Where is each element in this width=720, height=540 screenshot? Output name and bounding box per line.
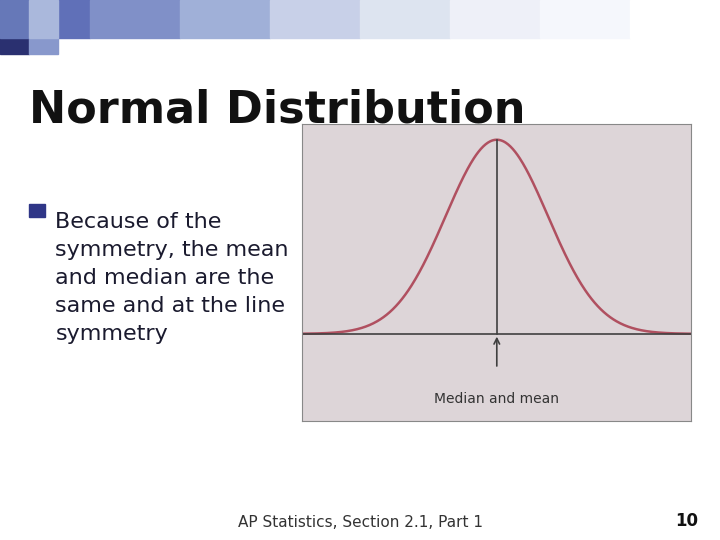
Text: Normal Distribution: Normal Distribution (29, 88, 526, 131)
Bar (540, 0, 630, 38)
Bar (180, 0, 270, 38)
Bar (0, 38, 29, 54)
Text: AP Statistics, Section 2.1, Part 1: AP Statistics, Section 2.1, Part 1 (238, 515, 482, 530)
Bar (630, 0, 720, 38)
Bar (29, 0, 58, 38)
Bar (450, 0, 540, 38)
Bar (0, 0, 90, 38)
Bar (360, 0, 450, 38)
Text: Because of the
symmetry, the mean
and median are the
same and at the line
symmet: Because of the symmetry, the mean and me… (55, 212, 289, 344)
Bar (270, 0, 360, 38)
Bar (90, 0, 180, 38)
Text: Median and mean: Median and mean (434, 392, 559, 406)
Bar (29, 38, 58, 54)
Text: 10: 10 (675, 512, 698, 530)
Bar (29, 204, 45, 217)
Bar (0, 0, 29, 38)
